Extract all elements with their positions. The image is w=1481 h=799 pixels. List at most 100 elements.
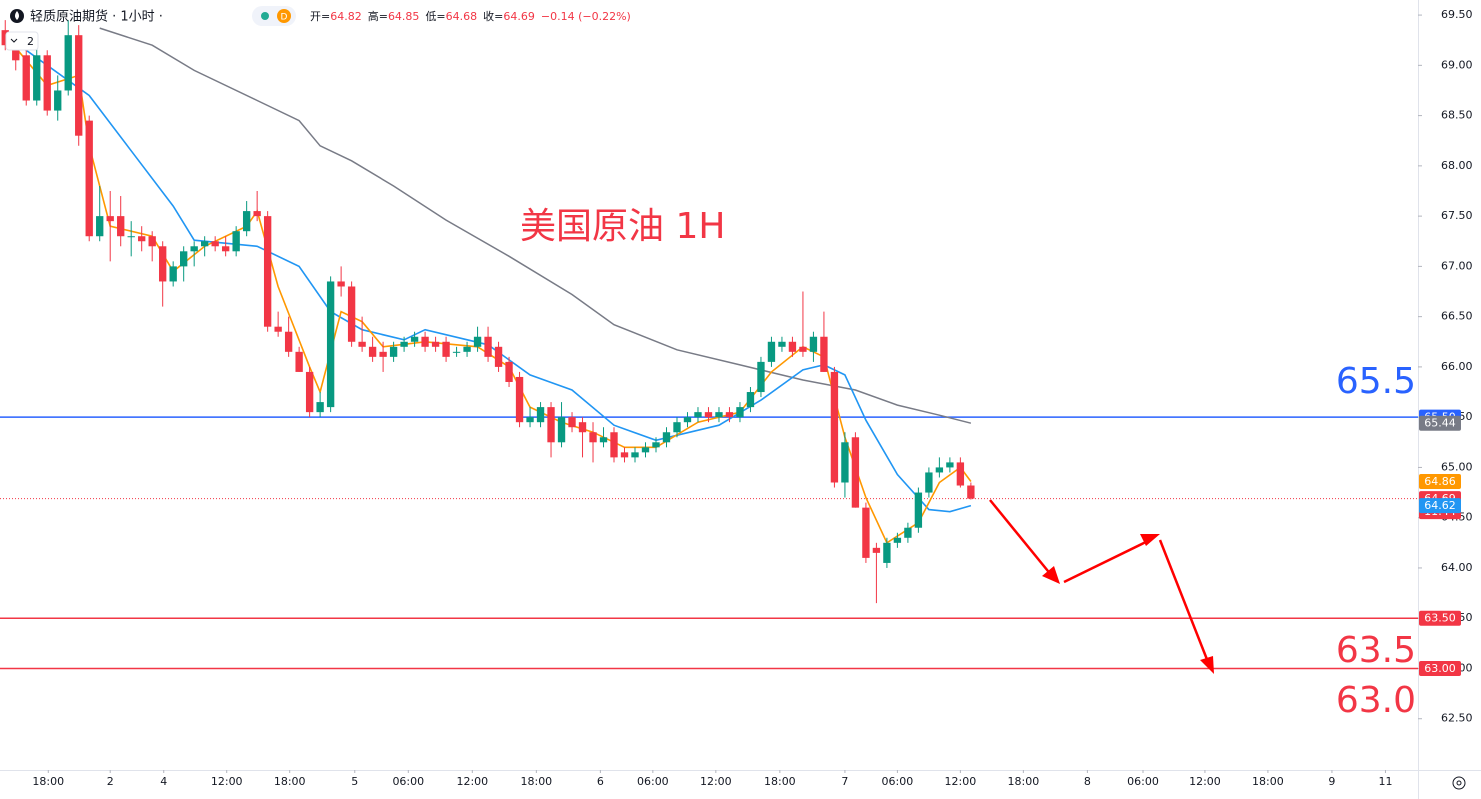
candle-body bbox=[641, 447, 650, 453]
candle-body bbox=[536, 407, 545, 423]
candle-body bbox=[159, 246, 167, 282]
candle-body bbox=[242, 211, 251, 232]
y-tick-label: 68.00 bbox=[1441, 159, 1473, 172]
x-tick-label: 06:00 bbox=[392, 775, 424, 788]
settings-icon[interactable] bbox=[1452, 776, 1466, 790]
readout-change: −0.14 (−0.22%) bbox=[541, 10, 631, 23]
candle-body bbox=[274, 326, 282, 332]
y-tick-label: 65.00 bbox=[1441, 460, 1473, 473]
candle-body bbox=[494, 346, 503, 367]
candle-body bbox=[736, 407, 744, 418]
candle-body bbox=[148, 236, 156, 247]
candle-body bbox=[463, 346, 471, 352]
y-tick-label: 69.00 bbox=[1441, 58, 1473, 71]
candle-body bbox=[515, 376, 524, 423]
candle-body bbox=[43, 55, 51, 111]
price-label: 64.62 bbox=[1424, 499, 1456, 512]
price-label-box bbox=[1419, 660, 1461, 676]
y-tick-label: 68.50 bbox=[1441, 109, 1473, 122]
candle-body bbox=[767, 341, 776, 362]
candle-body bbox=[662, 432, 671, 443]
candle-body bbox=[284, 331, 293, 352]
price-label-box bbox=[1419, 415, 1461, 431]
forecast-arrows bbox=[989, 499, 1210, 663]
candle-body bbox=[599, 437, 608, 443]
annotation-level: 63.0 bbox=[1336, 680, 1416, 721]
readout-value: 64.69 bbox=[503, 10, 535, 23]
candle-body bbox=[106, 216, 114, 222]
candle-body bbox=[337, 281, 345, 287]
x-tick-label: 18:00 bbox=[520, 775, 552, 788]
candle-body bbox=[620, 452, 629, 458]
annotation-title: 美国原油 1H bbox=[520, 206, 725, 247]
x-tick-label: 06:00 bbox=[882, 775, 914, 788]
candle-body bbox=[421, 336, 429, 347]
candle-body bbox=[75, 35, 83, 136]
candle-body bbox=[305, 371, 314, 413]
candle-body bbox=[694, 412, 702, 418]
y-tick-label: 67.00 bbox=[1441, 259, 1473, 272]
readout-label: 低= bbox=[425, 10, 445, 23]
candle-body bbox=[85, 120, 93, 237]
gear-center bbox=[1456, 780, 1462, 786]
candle-body bbox=[232, 231, 240, 252]
candle-body bbox=[64, 35, 72, 91]
candle-body bbox=[862, 507, 870, 558]
overlay: 美国原油 1H 65.5 63.5 63.0 bbox=[520, 206, 1416, 721]
candle-body bbox=[358, 341, 366, 347]
x-tick-label: 11 bbox=[1378, 775, 1392, 788]
candle-body bbox=[914, 492, 923, 528]
candle-body bbox=[200, 241, 209, 247]
candle-body bbox=[263, 216, 272, 327]
arrow-segment bbox=[989, 499, 1053, 577]
candle-body bbox=[526, 417, 534, 423]
candle-body bbox=[652, 442, 660, 448]
x-tick-label: 06:00 bbox=[637, 775, 669, 788]
x-tick-label: 18:00 bbox=[1008, 775, 1040, 788]
readout-label: 高= bbox=[368, 9, 388, 23]
price-label-box bbox=[1419, 474, 1461, 490]
candle-body bbox=[400, 341, 408, 347]
candle-body bbox=[253, 211, 261, 217]
plot-area bbox=[0, 20, 1418, 670]
x-tick-label: 12:00 bbox=[700, 775, 732, 788]
symbol-title: 轻质原油期货 · 1小时 · bbox=[30, 9, 163, 25]
candle-body bbox=[778, 341, 786, 347]
ohlc-readout: 开= 64.82 高= 64.85 低= 64.68 收= 64.69 −0.14 (−0.22… bbox=[310, 9, 631, 23]
x-tick-label: 7 bbox=[841, 775, 848, 788]
candle-body bbox=[631, 452, 639, 458]
candle-body bbox=[872, 547, 881, 553]
candle-body bbox=[326, 281, 335, 408]
candle-body bbox=[883, 542, 891, 563]
indicator-toggle[interactable] bbox=[5, 31, 39, 51]
status-dot bbox=[261, 12, 269, 20]
candle-body bbox=[946, 462, 954, 468]
x-tick-label: 12:00 bbox=[1189, 775, 1221, 788]
x-tick-label: 8 bbox=[1084, 775, 1091, 788]
indicator-count: 2 bbox=[27, 35, 34, 48]
candle-body bbox=[757, 361, 765, 393]
arrow-segment bbox=[1063, 538, 1151, 584]
readout-value: 64.68 bbox=[446, 10, 478, 23]
candle-body bbox=[820, 336, 828, 372]
price-label: 63.00 bbox=[1424, 662, 1456, 675]
y-tick-label: 67.50 bbox=[1441, 209, 1473, 222]
candle-body bbox=[505, 361, 513, 382]
candle-body bbox=[557, 417, 566, 443]
candle-body bbox=[221, 246, 230, 252]
symbol-icon-drop bbox=[15, 11, 19, 20]
candle-body bbox=[410, 336, 419, 342]
candle-body bbox=[442, 341, 450, 357]
x-tick-label: 18:00 bbox=[764, 775, 796, 788]
candle-body bbox=[22, 55, 30, 101]
candle-body bbox=[33, 55, 41, 101]
readout-value: 64.85 bbox=[388, 10, 420, 23]
y-tick-label: 66.50 bbox=[1441, 310, 1473, 323]
candle-body bbox=[799, 346, 807, 352]
candle-body bbox=[589, 432, 597, 443]
candle-body bbox=[788, 341, 797, 352]
candle-body bbox=[347, 286, 356, 342]
interval-dot bbox=[277, 9, 291, 23]
x-tick-label: 9 bbox=[1328, 775, 1335, 788]
